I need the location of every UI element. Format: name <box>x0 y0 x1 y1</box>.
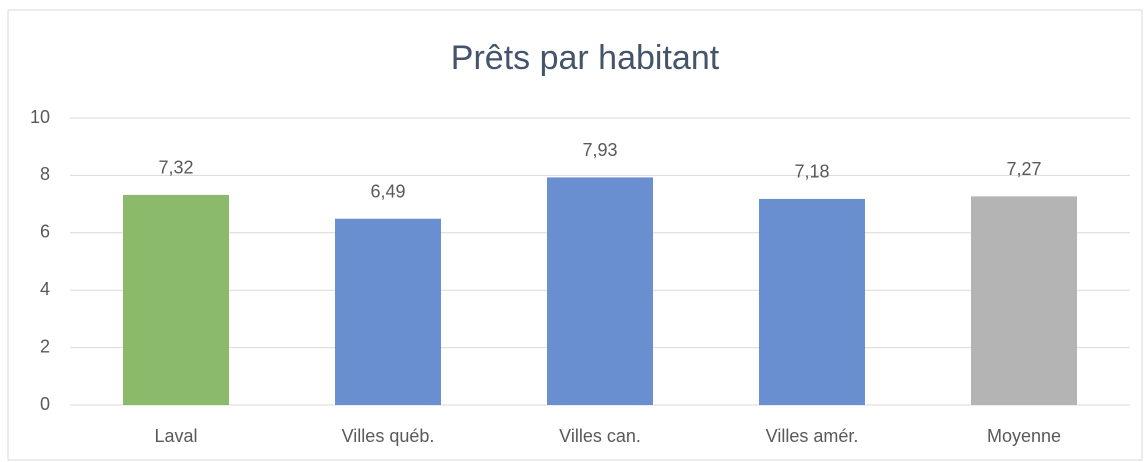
data-label: 6,49 <box>370 181 405 201</box>
x-tick-label: Moyenne <box>987 426 1061 446</box>
y-tick-label: 2 <box>40 336 50 356</box>
bar <box>547 177 653 405</box>
y-tick-label: 6 <box>40 222 50 242</box>
bar <box>971 196 1077 405</box>
y-tick-label: 10 <box>30 107 50 127</box>
bar <box>335 218 441 405</box>
data-label: 7,93 <box>582 140 617 160</box>
y-tick-label: 8 <box>40 164 50 184</box>
x-tick-label: Villes amér. <box>766 426 859 446</box>
x-tick-label: Laval <box>154 426 197 446</box>
y-tick-label: 4 <box>40 279 50 299</box>
x-tick-label: Villes québ. <box>342 426 435 446</box>
data-label: 7,27 <box>1006 159 1041 179</box>
y-tick-label: 0 <box>40 394 50 414</box>
chart-title: Prêts par habitant <box>451 39 720 77</box>
data-label: 7,18 <box>794 162 829 182</box>
x-tick-label: Villes can. <box>559 426 641 446</box>
data-label: 7,32 <box>158 158 193 178</box>
bar <box>123 194 229 405</box>
bar <box>759 198 865 405</box>
